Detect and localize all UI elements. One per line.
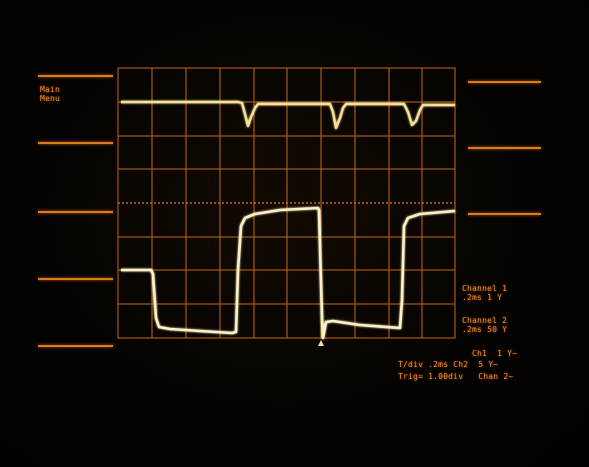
channel2-setting: .2ms 50 Y <box>462 325 508 334</box>
main-menu-label[interactable]: Main Menu <box>40 85 61 103</box>
trigger-marker <box>318 340 324 346</box>
graticule <box>117 67 456 339</box>
channel2-trace <box>121 206 456 340</box>
right-softkey-line-1[interactable] <box>468 81 541 83</box>
status-timebase: T/div .2ms Ch2 5 Y~ <box>398 360 499 369</box>
left-softkey-line-3[interactable] <box>38 211 113 213</box>
status-ch1: Ch1 1 Y~ <box>472 349 518 358</box>
channel2-label: Channel 2 <box>462 316 508 325</box>
left-softkey-line-2[interactable] <box>38 142 113 144</box>
left-softkey-line-4[interactable] <box>38 278 113 280</box>
channel1-trace <box>121 100 455 130</box>
channel1-setting: .2ms 1 Y <box>462 293 503 302</box>
left-softkey-line-5[interactable] <box>38 345 113 347</box>
channel1-label: Channel 1 <box>462 284 508 293</box>
left-softkey-line-1[interactable] <box>38 75 113 77</box>
right-softkey-line-2[interactable] <box>468 147 541 149</box>
right-softkey-line-3[interactable] <box>468 213 541 215</box>
status-trigger: Trig= 1.00div Chan 2~ <box>398 372 514 381</box>
